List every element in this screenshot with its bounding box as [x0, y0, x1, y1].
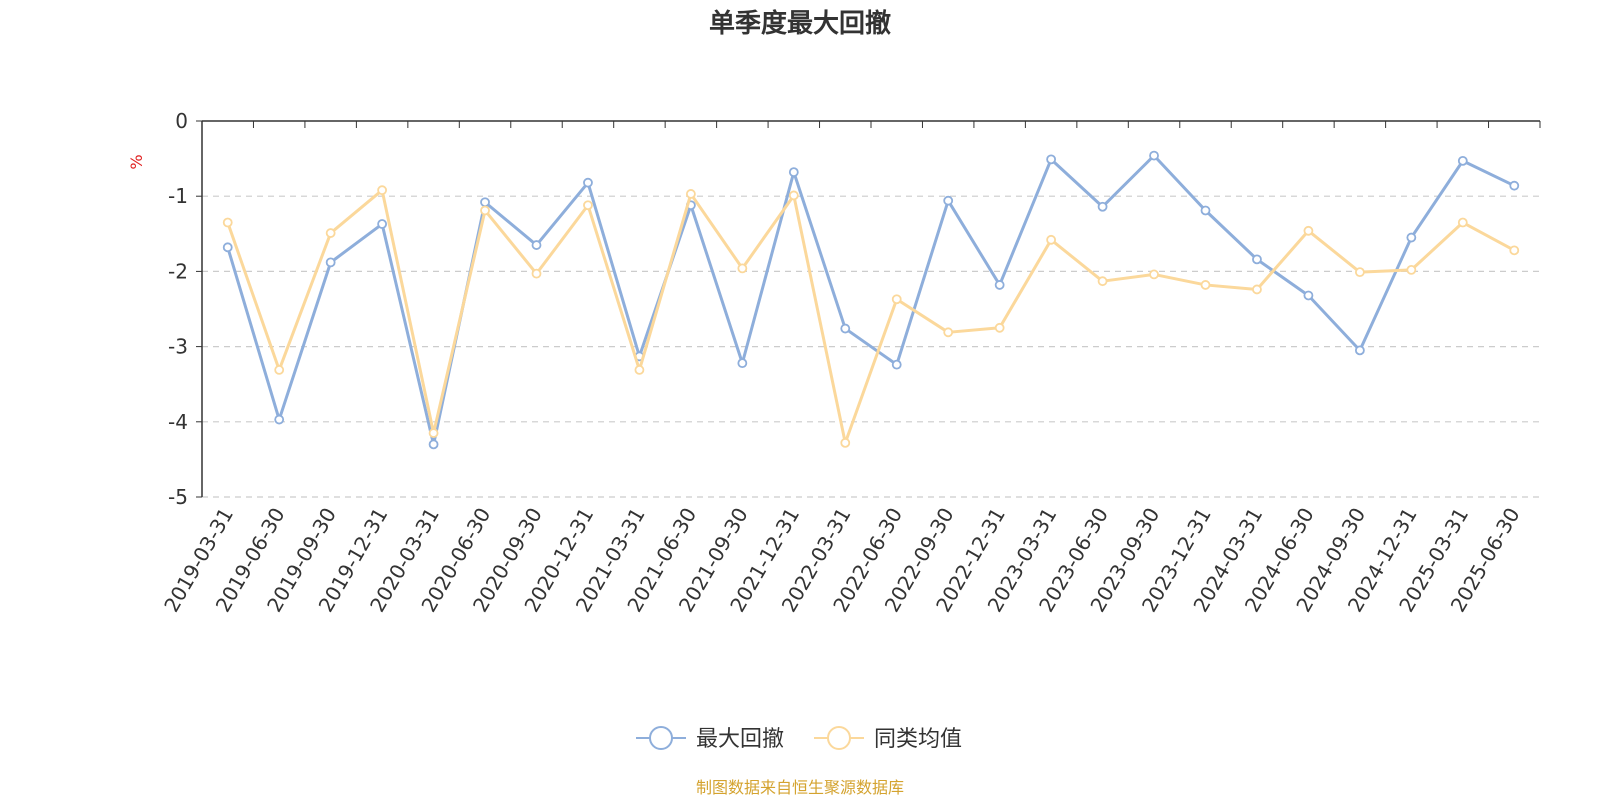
data-point[interactable] — [1406, 264, 1417, 275]
y-tick-label: -1 — [168, 184, 188, 208]
data-point[interactable] — [943, 195, 954, 206]
data-point[interactable] — [788, 190, 799, 201]
data-point[interactable] — [1097, 276, 1108, 287]
data-point[interactable] — [1354, 345, 1365, 356]
data-point[interactable] — [943, 327, 954, 338]
data-point[interactable] — [737, 358, 748, 369]
y-tick-label: -4 — [168, 410, 188, 434]
series-1 — [222, 150, 1520, 450]
series-2 — [222, 185, 1520, 448]
legend-item-1[interactable]: 最大回撤 — [636, 726, 784, 752]
data-point[interactable] — [1149, 150, 1159, 161]
data-point[interactable] — [891, 359, 902, 370]
series-line — [226, 188, 1515, 445]
data-point[interactable] — [325, 228, 336, 238]
y-tick-label: 0 — [175, 109, 188, 133]
data-point[interactable] — [428, 439, 439, 450]
data-point[interactable] — [531, 268, 542, 279]
data-point[interactable] — [737, 263, 748, 274]
data-point[interactable] — [994, 322, 1005, 333]
data-point[interactable] — [788, 167, 799, 178]
data-point[interactable] — [325, 257, 336, 268]
data-point[interactable] — [480, 197, 490, 208]
legend-marker — [649, 726, 673, 750]
data-point[interactable] — [1046, 154, 1057, 165]
data-point[interactable] — [1200, 205, 1211, 216]
data-point[interactable] — [1303, 290, 1314, 301]
legend-marker — [827, 726, 851, 750]
data-point[interactable] — [274, 365, 285, 375]
data-point[interactable] — [222, 242, 233, 253]
data-point[interactable] — [1149, 269, 1159, 280]
data-point[interactable] — [1354, 267, 1365, 278]
data-point[interactable] — [1457, 217, 1468, 228]
data-point[interactable] — [480, 205, 490, 216]
data-point[interactable] — [1303, 225, 1314, 236]
legend-label: 最大回撤 — [696, 727, 784, 752]
data-point[interactable] — [583, 177, 593, 188]
data-point[interactable] — [428, 428, 439, 438]
legend-label: 同类均值 — [874, 727, 962, 752]
data-point[interactable] — [840, 437, 851, 448]
data-point[interactable] — [994, 280, 1005, 290]
data-point[interactable] — [891, 294, 902, 305]
data-point[interactable] — [377, 219, 388, 229]
data-point[interactable] — [1097, 201, 1108, 212]
data-point[interactable] — [1406, 232, 1417, 243]
axes: 0-1-2-3-4-52019-03-312019-06-302019-09-3… — [159, 109, 1541, 616]
grid-lines — [202, 195, 1540, 498]
series-line — [226, 154, 1515, 446]
y-tick-label: -2 — [168, 259, 188, 283]
legend[interactable]: 最大回撤 同类均值 — [636, 726, 962, 752]
data-source-note: 制图数据来自恒生聚源数据库 — [696, 778, 904, 797]
data-point[interactable] — [583, 200, 593, 211]
y-tick-label: -5 — [168, 485, 188, 509]
data-point[interactable] — [634, 365, 645, 375]
data-point[interactable] — [1200, 280, 1211, 290]
data-point[interactable] — [274, 414, 285, 425]
data-point[interactable] — [222, 217, 233, 228]
data-point[interactable] — [1252, 254, 1262, 265]
series-lines — [222, 150, 1520, 450]
data-point[interactable] — [1509, 180, 1520, 191]
legend-item-2[interactable]: 同类均值 — [814, 726, 962, 752]
data-point[interactable] — [1046, 234, 1057, 245]
data-point[interactable] — [685, 189, 696, 199]
y-tick-label: -3 — [168, 335, 188, 359]
data-point[interactable] — [1252, 284, 1262, 295]
data-point[interactable] — [377, 185, 388, 196]
data-point[interactable] — [840, 323, 851, 334]
data-point[interactable] — [1457, 155, 1468, 166]
data-point[interactable] — [1509, 245, 1520, 256]
y-axis-label: % — [127, 154, 146, 169]
chart-title: 单季度最大回撤 — [709, 8, 891, 39]
data-point[interactable] — [531, 240, 542, 250]
